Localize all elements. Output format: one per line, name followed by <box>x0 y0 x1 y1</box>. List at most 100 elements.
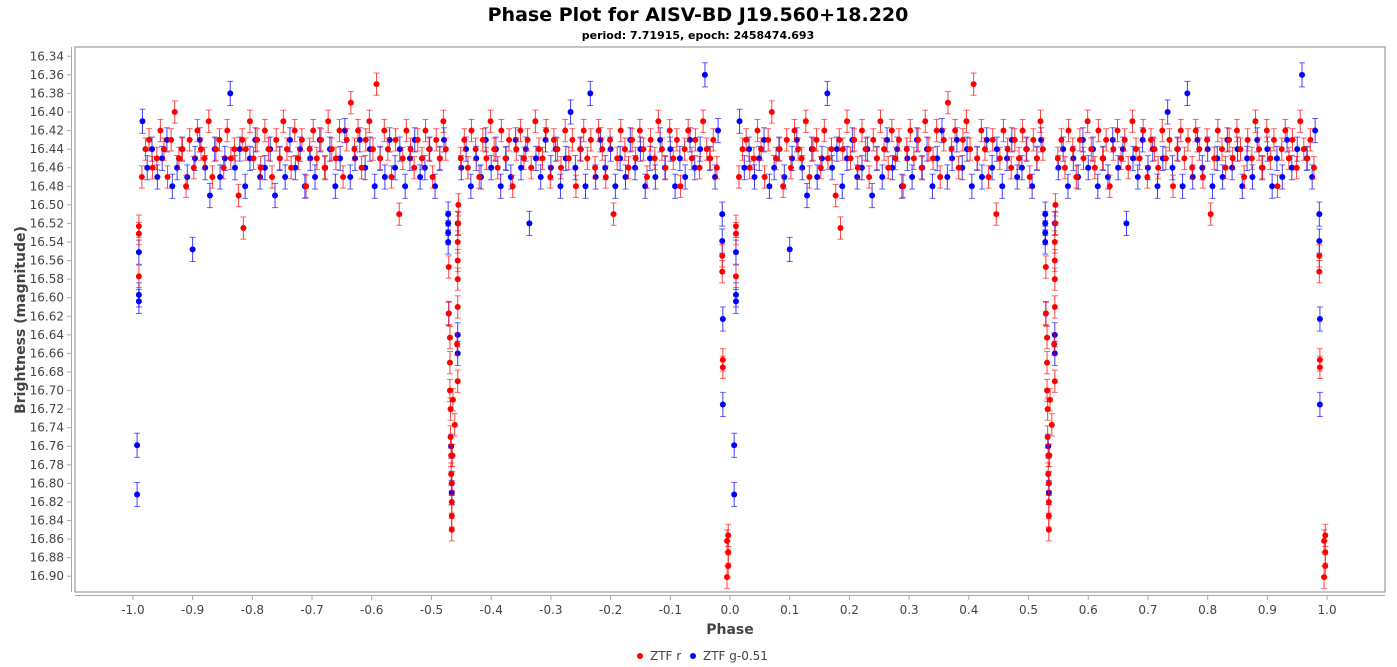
data-point <box>1118 155 1125 162</box>
data-point <box>672 183 679 190</box>
data-point <box>1019 127 1026 134</box>
data-point <box>839 183 846 190</box>
data-point <box>567 108 574 115</box>
data-point <box>442 146 449 153</box>
plot-area <box>74 46 1386 593</box>
data-point <box>455 220 462 227</box>
data-point <box>454 276 461 283</box>
data-point <box>1312 127 1319 134</box>
data-point <box>640 146 647 153</box>
data-point <box>587 90 594 97</box>
data-point <box>1073 173 1080 180</box>
x-tick-label: -0.8 <box>241 603 264 617</box>
data-point <box>697 146 704 153</box>
data-point <box>1316 268 1323 275</box>
data-point <box>543 127 550 134</box>
data-point <box>978 173 985 180</box>
data-point <box>1047 396 1054 403</box>
data-point <box>999 183 1006 190</box>
data-point <box>449 396 456 403</box>
data-point <box>895 136 902 143</box>
data-point <box>879 173 886 180</box>
data-point <box>190 164 197 171</box>
data-point <box>157 127 164 134</box>
data-point <box>291 127 298 134</box>
data-point <box>701 71 708 78</box>
data-point <box>340 173 347 180</box>
data-point <box>944 99 951 106</box>
data-point <box>786 246 793 253</box>
data-point <box>909 173 916 180</box>
data-point <box>1273 155 1280 162</box>
data-point <box>754 127 761 134</box>
data-point <box>662 164 669 171</box>
data-point <box>265 146 272 153</box>
data-point <box>602 173 609 180</box>
data-point <box>1042 238 1049 245</box>
data-point <box>426 146 433 153</box>
y-tick-label: 16.88 <box>30 551 64 565</box>
data-point <box>837 225 844 232</box>
data-point <box>1051 341 1058 348</box>
data-point <box>384 146 391 153</box>
data-point <box>974 155 981 162</box>
chart-subtitle: period: 7.71915, epoch: 2458474.693 <box>582 29 815 42</box>
data-point <box>144 164 151 171</box>
data-point <box>765 136 772 143</box>
data-point <box>347 173 354 180</box>
data-point <box>981 146 988 153</box>
data-point <box>940 136 947 143</box>
data-point <box>813 136 820 143</box>
data-point <box>903 146 910 153</box>
data-point <box>1080 155 1087 162</box>
data-point <box>1199 173 1206 180</box>
legend: ZTF r ZTF g-0.51 <box>637 649 768 663</box>
data-point <box>497 183 504 190</box>
data-point <box>445 238 452 245</box>
data-point <box>347 99 354 106</box>
data-point <box>448 512 455 519</box>
data-point <box>528 164 535 171</box>
data-point <box>719 364 726 371</box>
data-point <box>681 146 688 153</box>
y-tick-label: 16.48 <box>30 179 64 193</box>
data-point <box>235 192 242 199</box>
data-point <box>135 273 142 280</box>
data-point <box>741 164 748 171</box>
data-point <box>582 183 589 190</box>
data-point <box>288 164 295 171</box>
data-point <box>1248 155 1255 162</box>
data-point <box>206 192 213 199</box>
data-point <box>429 173 436 180</box>
y-tick-label: 16.36 <box>30 68 64 82</box>
data-point <box>1304 155 1311 162</box>
data-point <box>1054 155 1061 162</box>
data-point <box>780 183 787 190</box>
data-point <box>138 173 145 180</box>
data-point <box>461 136 468 143</box>
data-point <box>963 118 970 125</box>
data-point <box>612 183 619 190</box>
data-point <box>1064 183 1071 190</box>
data-point <box>280 118 287 125</box>
data-point <box>595 127 602 134</box>
data-point <box>713 164 720 171</box>
data-point <box>1095 127 1102 134</box>
data-point <box>821 127 828 134</box>
data-point <box>399 155 406 162</box>
data-point <box>1045 526 1052 533</box>
data-point <box>282 173 289 180</box>
data-point <box>1169 164 1176 171</box>
x-tick-label: -0.1 <box>659 603 682 617</box>
data-point <box>1229 155 1236 162</box>
data-point <box>502 155 509 162</box>
y-tick-label: 16.54 <box>30 235 64 249</box>
data-point <box>636 127 643 134</box>
data-point <box>1310 164 1317 171</box>
data-point <box>1065 127 1072 134</box>
data-point <box>1170 183 1177 190</box>
data-point <box>1316 401 1323 408</box>
data-point <box>719 211 726 218</box>
legend-label-ztf-r: ZTF r <box>650 649 681 663</box>
data-point <box>644 173 651 180</box>
